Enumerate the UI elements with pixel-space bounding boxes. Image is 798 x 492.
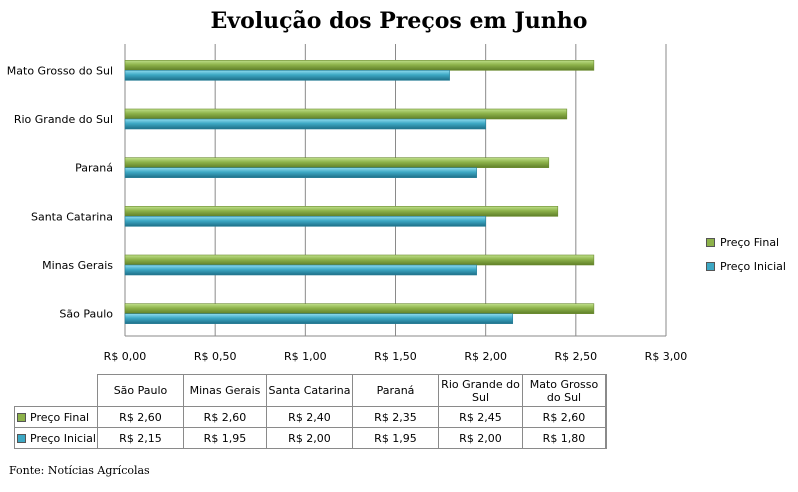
y-category-label: Mato Grosso do Sul bbox=[7, 64, 113, 77]
legend-item: Preço Inicial bbox=[706, 254, 786, 278]
table-cell: R$ 1,95 bbox=[352, 427, 439, 449]
x-tick-label: R$ 1,50 bbox=[374, 350, 417, 363]
table-empty-cell bbox=[605, 427, 607, 449]
table-corner bbox=[14, 374, 98, 407]
bar-preco-final bbox=[124, 303, 595, 314]
x-tick-label: R$ 2,00 bbox=[464, 350, 507, 363]
table-cell: R$ 2,45 bbox=[438, 406, 523, 428]
table-header-cell: Minas Gerais bbox=[183, 374, 267, 407]
y-category-label: Santa Catarina bbox=[31, 210, 113, 223]
table-cell: R$ 2,60 bbox=[522, 406, 606, 428]
table-cell: R$ 2,35 bbox=[352, 406, 439, 428]
bar-preco-final bbox=[124, 108, 568, 120]
bar-preco-inicial bbox=[124, 118, 486, 130]
bar-preco-final bbox=[124, 254, 595, 266]
source-note: Fonte: Notícias Agrícolas bbox=[9, 464, 150, 477]
table-row: Preço Inicial R$ 2,15 R$ 1,95 R$ 2,00 R$ 1,9… bbox=[14, 427, 607, 449]
table-header-cell: Rio Grande do Sul bbox=[438, 374, 523, 407]
y-category-label: Rio Grande do Sul bbox=[14, 113, 113, 126]
table-row: Preço Final R$ 2,60 R$ 2,60 R$ 2,40 R$ 2,35 R… bbox=[14, 406, 607, 428]
x-tick-label: R$ 0,00 bbox=[104, 350, 147, 363]
table-cell: R$ 2,60 bbox=[97, 406, 184, 428]
legend-label: Preço Inicial bbox=[720, 259, 786, 273]
bar-preco-inicial bbox=[124, 216, 486, 227]
legend-swatch bbox=[706, 237, 715, 247]
table-header-cell: Mato Grosso do Sul bbox=[522, 374, 606, 407]
bar-preco-final bbox=[124, 60, 595, 71]
table-cell: R$ 2,00 bbox=[266, 427, 353, 449]
table-empty-cell bbox=[605, 374, 607, 407]
table-cell: R$ 1,95 bbox=[183, 427, 267, 449]
table-row-label: Preço Inicial bbox=[14, 427, 98, 449]
x-tick-label: R$ 2,50 bbox=[555, 350, 598, 363]
bar-preco-inicial bbox=[124, 264, 477, 276]
table-cell: R$ 2,00 bbox=[438, 427, 523, 449]
bar-preco-final bbox=[124, 206, 559, 217]
chart-title: Evolução dos Preços em Junho bbox=[210, 8, 588, 34]
bar-preco-inicial bbox=[124, 70, 450, 81]
table-cell: R$ 2,60 bbox=[183, 406, 267, 428]
table-header-cell: Paraná bbox=[352, 374, 439, 407]
bar-preco-inicial bbox=[124, 167, 477, 178]
table-cell: R$ 1,80 bbox=[522, 427, 606, 449]
table-empty-cell bbox=[605, 406, 607, 428]
chart-legend: Preço Final Preço Inicial bbox=[706, 230, 786, 278]
x-tick-label: R$ 0,50 bbox=[194, 350, 237, 363]
table-cell: R$ 2,15 bbox=[97, 427, 184, 449]
legend-swatch bbox=[706, 261, 715, 271]
table-legend-swatch bbox=[17, 413, 26, 422]
legend-item: Preço Final bbox=[706, 230, 786, 254]
table-cell: R$ 2,40 bbox=[266, 406, 353, 428]
y-category-label: São Paulo bbox=[59, 308, 113, 321]
y-category-label: Paraná bbox=[75, 162, 113, 175]
x-tick-label: R$ 3,00 bbox=[645, 350, 688, 363]
table-row-label: Preço Final bbox=[14, 406, 98, 428]
table-header-cell: Santa Catarina bbox=[266, 374, 353, 407]
y-category-label: Minas Gerais bbox=[42, 259, 113, 272]
data-table: São Paulo Minas Gerais Santa Catarina Paran… bbox=[14, 374, 607, 449]
table-header-row: São Paulo Minas Gerais Santa Catarina Paran… bbox=[14, 374, 607, 407]
bar-preco-final bbox=[124, 157, 550, 168]
table-header-cell: São Paulo bbox=[97, 374, 184, 407]
table-legend-swatch bbox=[17, 434, 26, 443]
bar-preco-inicial bbox=[124, 313, 514, 324]
x-tick-label: R$ 1,00 bbox=[284, 350, 327, 363]
legend-label: Preço Final bbox=[720, 235, 780, 249]
